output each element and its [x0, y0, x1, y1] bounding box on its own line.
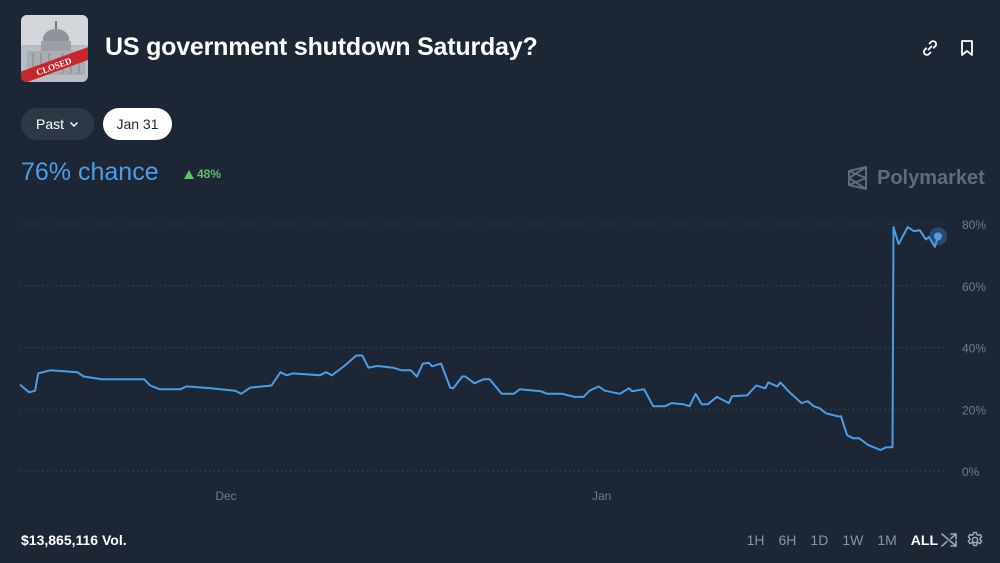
- brand-name: Polymarket: [877, 166, 985, 189]
- capitol-image: CLOSED: [21, 15, 88, 82]
- chevron-down-icon: [69, 121, 79, 128]
- change-value: 48%: [197, 167, 222, 181]
- shuffle-icon[interactable]: [940, 531, 958, 549]
- range-all[interactable]: ALL: [910, 532, 938, 548]
- y-tick-label: 0%: [962, 465, 980, 479]
- range-1w[interactable]: 1W: [842, 532, 864, 548]
- past-dropdown[interactable]: Past: [21, 108, 94, 140]
- y-tick-label: 20%: [962, 403, 986, 417]
- y-tick-label: 40%: [962, 342, 986, 356]
- change-badge: 48%: [184, 167, 221, 181]
- x-tick-label: Dec: [215, 489, 236, 503]
- polymarket-logo-icon: [848, 166, 867, 190]
- market-thumbnail: CLOSED: [21, 15, 88, 82]
- range-6h[interactable]: 6H: [778, 532, 797, 548]
- past-label: Past: [35, 116, 64, 132]
- bookmark-icon[interactable]: [957, 38, 977, 58]
- link-icon[interactable]: [920, 38, 940, 58]
- x-tick-label: Jan: [592, 489, 611, 503]
- price-line: [19, 226, 939, 451]
- range-1h[interactable]: 1H: [746, 532, 765, 548]
- settings-gear-icon[interactable]: [966, 531, 984, 549]
- triangle-up-icon: [184, 169, 194, 179]
- current-point: [933, 232, 942, 241]
- range-1m[interactable]: 1M: [877, 532, 897, 548]
- time-range-selector: 1H 6H 1D 1W 1M ALL: [747, 532, 938, 548]
- market-title: US government shutdown Saturday?: [105, 33, 538, 61]
- polymarket-watermark: Polymarket: [847, 166, 985, 190]
- volume-label: $13,865,116 Vol.: [21, 532, 127, 548]
- chance-value: 76% chance: [21, 158, 159, 186]
- range-1d[interactable]: 1D: [810, 532, 829, 548]
- y-tick-label: 80%: [962, 218, 986, 232]
- date-option-selected[interactable]: Jan 31: [103, 108, 172, 140]
- y-tick-label: 60%: [962, 280, 986, 294]
